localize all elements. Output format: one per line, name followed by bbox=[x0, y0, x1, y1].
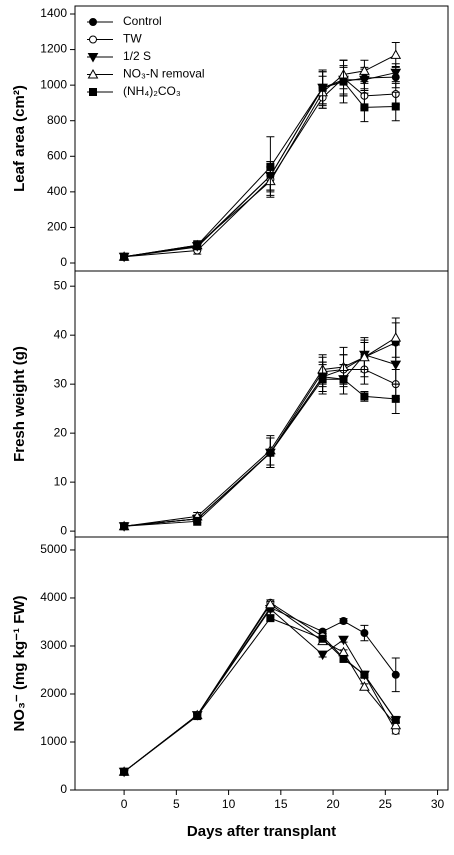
x-tick-label: 20 bbox=[326, 797, 340, 811]
marker bbox=[339, 617, 348, 626]
x-tick-label: 0 bbox=[121, 797, 128, 811]
marker bbox=[360, 629, 369, 638]
y-tick-label: 200 bbox=[47, 220, 67, 234]
legend-label: Control bbox=[123, 14, 162, 28]
series-line bbox=[123, 603, 397, 773]
legend-marker bbox=[89, 18, 97, 26]
legend-marker bbox=[87, 53, 99, 63]
marker bbox=[318, 375, 327, 384]
marker bbox=[390, 68, 402, 79]
legend-marker bbox=[89, 88, 97, 96]
y-tick-label: 1400 bbox=[40, 6, 67, 20]
y-tick-label: 600 bbox=[47, 148, 67, 162]
y-tick-label: 0 bbox=[60, 782, 67, 796]
y-tick-label: 5000 bbox=[40, 542, 67, 556]
x-tick-label: 30 bbox=[431, 797, 445, 811]
marker bbox=[391, 102, 400, 111]
marker bbox=[360, 392, 369, 401]
y-tick-label: 1200 bbox=[40, 42, 67, 56]
y-tick-label: 1000 bbox=[40, 77, 67, 91]
series-line bbox=[124, 342, 396, 527]
legend-label: NO₃-N removal bbox=[123, 67, 205, 81]
y-tick-label: 30 bbox=[54, 376, 68, 390]
marker bbox=[266, 162, 275, 171]
marker bbox=[338, 635, 349, 646]
series-line bbox=[124, 76, 396, 258]
marker bbox=[193, 712, 202, 721]
y-tick-label: 20 bbox=[54, 425, 68, 439]
series-line bbox=[124, 81, 396, 258]
marker bbox=[391, 394, 400, 403]
y-tick-label: 0 bbox=[60, 523, 67, 537]
x-tick-label: 25 bbox=[379, 797, 393, 811]
marker bbox=[391, 670, 400, 679]
y-tick-label: 10 bbox=[54, 474, 68, 488]
y-tick-label: 1000 bbox=[40, 734, 67, 748]
x-tick-label: 10 bbox=[222, 797, 236, 811]
series-line bbox=[124, 368, 396, 527]
series-line bbox=[124, 77, 396, 258]
marker bbox=[193, 517, 202, 526]
y-tick-label: 50 bbox=[54, 278, 68, 292]
plot-frame bbox=[74, 5, 449, 272]
marker bbox=[339, 375, 348, 384]
x-tick-label: 15 bbox=[274, 797, 288, 811]
legend-marker bbox=[89, 35, 97, 44]
marker bbox=[360, 670, 369, 679]
series-line bbox=[123, 608, 397, 773]
marker bbox=[317, 650, 328, 661]
series-line bbox=[124, 378, 396, 527]
legend-label: (NH₄)₂CO₃ bbox=[123, 84, 181, 98]
marker bbox=[120, 252, 129, 261]
marker bbox=[338, 646, 349, 657]
y-tick-label: 2000 bbox=[40, 686, 67, 700]
marker bbox=[120, 522, 129, 531]
marker bbox=[120, 767, 129, 776]
marker bbox=[360, 103, 369, 112]
marker bbox=[359, 351, 370, 362]
marker bbox=[359, 65, 370, 75]
legend-marker bbox=[87, 68, 99, 79]
y-tick-label: 800 bbox=[47, 113, 67, 127]
marker bbox=[318, 83, 327, 92]
marker bbox=[339, 654, 348, 663]
legend-label: 1/2 S bbox=[123, 49, 151, 63]
marker bbox=[390, 49, 402, 59]
y-tick-label: 400 bbox=[47, 184, 67, 198]
marker bbox=[193, 241, 202, 250]
series-line bbox=[124, 354, 396, 527]
marker bbox=[266, 448, 275, 457]
plot-frame bbox=[74, 270, 449, 538]
marker bbox=[359, 681, 370, 691]
y-axis-label: Leaf area (cm²) bbox=[11, 85, 28, 192]
series-line bbox=[124, 72, 396, 258]
y-axis-label: NO₃⁻ (mg kg⁻¹ FW) bbox=[11, 595, 28, 731]
marker bbox=[390, 719, 402, 730]
y-tick-label: 0 bbox=[60, 255, 67, 269]
marker bbox=[390, 332, 402, 342]
y-tick-label: 40 bbox=[54, 327, 68, 341]
plot-frame bbox=[74, 536, 449, 791]
marker bbox=[339, 77, 348, 86]
y-tick-label: 4000 bbox=[40, 590, 67, 604]
marker bbox=[390, 360, 402, 371]
series-line bbox=[123, 617, 397, 773]
marker bbox=[318, 634, 327, 643]
marker bbox=[391, 715, 400, 724]
marker bbox=[265, 598, 276, 609]
y-axis-label: Fresh weight (g) bbox=[11, 346, 28, 462]
marker bbox=[266, 614, 275, 623]
y-tick-label: 3000 bbox=[40, 638, 67, 652]
x-tick-label: 5 bbox=[173, 797, 180, 811]
legend-label: TW bbox=[123, 32, 142, 46]
x-axis-label: Days after transplant bbox=[187, 823, 336, 840]
